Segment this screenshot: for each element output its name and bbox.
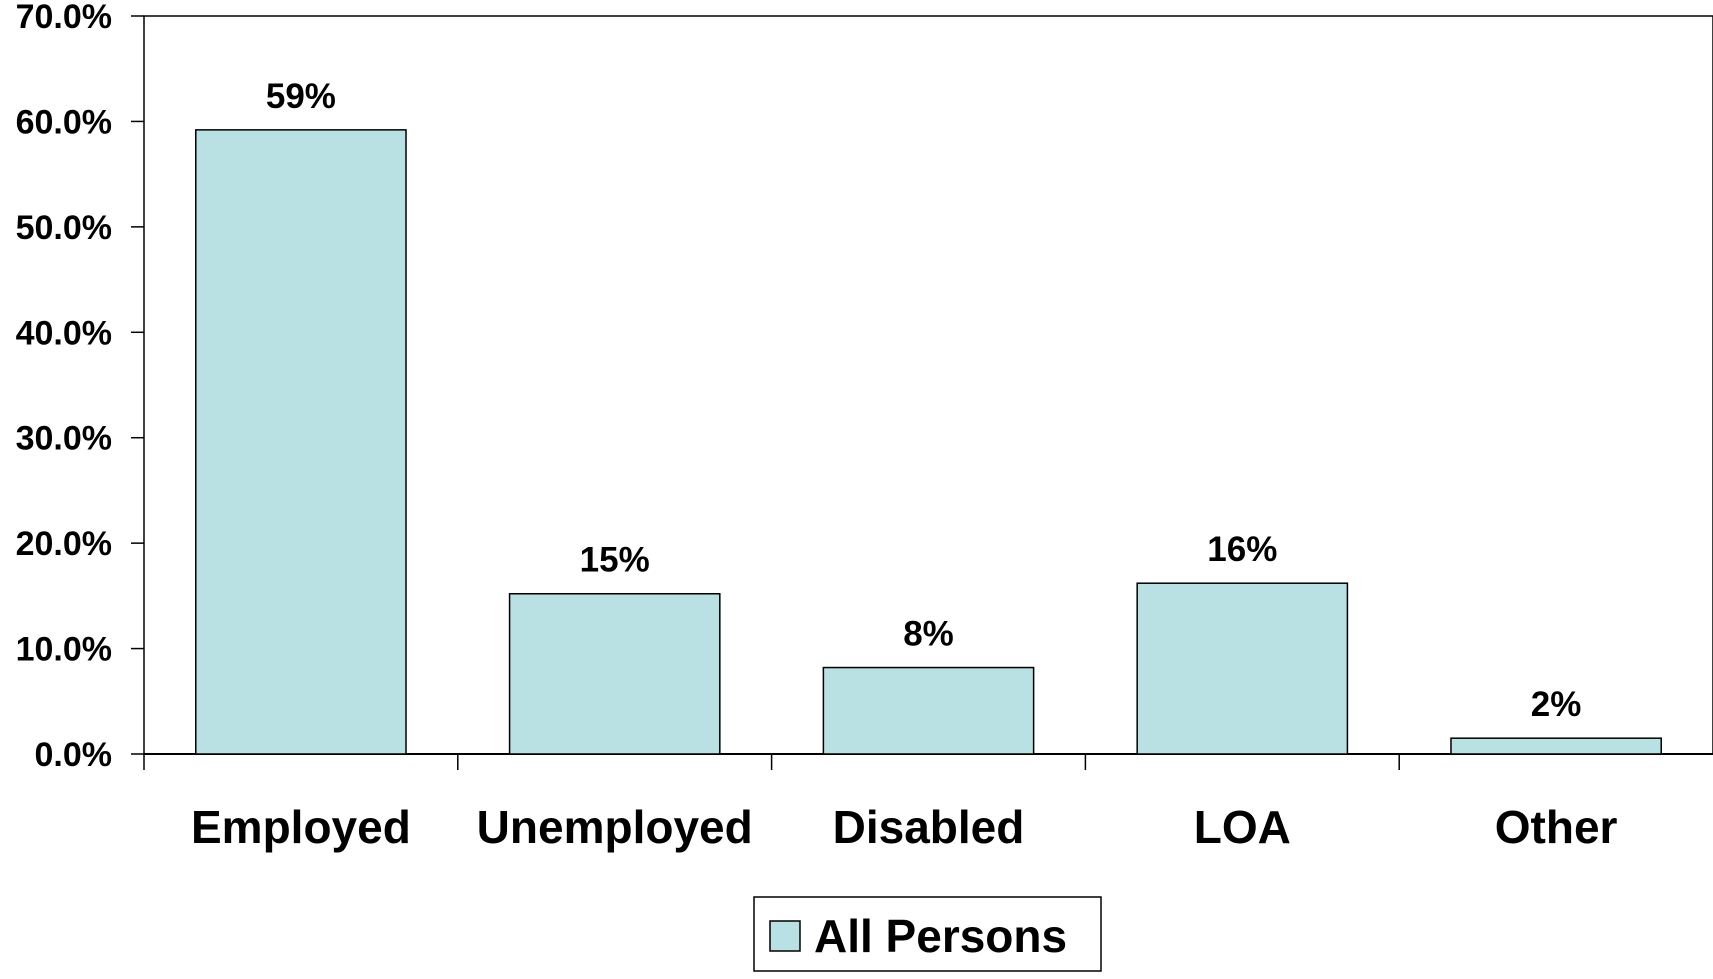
data-label: 16% (1207, 530, 1277, 569)
data-label: 15% (580, 541, 650, 580)
x-tick-label: Unemployed (477, 801, 753, 853)
y-tick-label: 60.0% (16, 103, 112, 141)
bar (508, 592, 721, 755)
y-axis: 0.0% 10.0% 20.0% 30.0% 40.0% 50.0% 60.0% 70.0% (16, 0, 144, 774)
y-tick-label: 40.0% (16, 314, 112, 352)
legend-swatch (769, 920, 801, 952)
y-tick-label: 0.0% (35, 736, 113, 774)
bar (1450, 737, 1662, 755)
data-label: 59% (266, 77, 336, 116)
data-label: 8% (903, 615, 954, 654)
legend: All Persons (753, 896, 1102, 972)
data-label: 2% (1531, 685, 1582, 724)
bar (1136, 582, 1349, 755)
legend-label: All Persons (814, 910, 1067, 962)
y-tick-label: 10.0% (16, 631, 112, 669)
y-tick-label: 20.0% (16, 525, 112, 563)
y-tick-label: 30.0% (16, 420, 112, 458)
x-tick-label: LOA (1194, 801, 1291, 853)
bar (195, 129, 407, 755)
legend-box (753, 896, 1102, 972)
data-labels: 59% 15% 8% 16% 2% (266, 77, 1582, 724)
bar-series-all-persons (195, 129, 1662, 755)
x-tick-label: Employed (191, 801, 411, 853)
bar (822, 666, 1035, 755)
y-tick-label: 50.0% (16, 209, 112, 247)
x-axis: Employed Unemployed Disabled LOA Other (143, 753, 1713, 853)
x-tick-label: Other (1495, 801, 1618, 853)
y-tick-label: 70.0% (16, 0, 112, 36)
x-tick-label: Disabled (833, 801, 1025, 853)
